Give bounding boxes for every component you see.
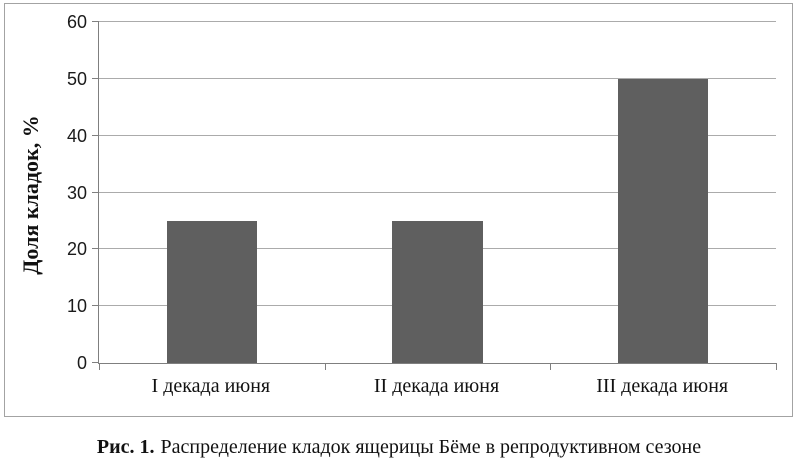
caption-number-label: Рис. 1. — [96, 436, 155, 458]
y-gridline — [99, 21, 776, 22]
caption-text: Распределение кладок ящерицы Бёме в репр… — [160, 436, 702, 458]
y-tick-mark — [92, 248, 99, 250]
figure-caption: Рис. 1. Распределение кладок ящерицы Бёме… — [0, 434, 798, 460]
y-tick-label: 10 — [66, 296, 87, 317]
y-tick-label: 60 — [66, 12, 87, 32]
y-tick-label: 40 — [66, 125, 87, 146]
y-gridline — [99, 77, 776, 79]
bar — [166, 220, 257, 363]
y-tick-mark — [92, 191, 99, 193]
bar — [618, 78, 709, 363]
plot-area: 0 10 20 30 40 50 60 — [67, 13, 777, 372]
y-gridline — [99, 191, 776, 193]
y-tick-label: 30 — [66, 182, 87, 203]
y-tick-mark — [92, 305, 99, 307]
x-axis-labels: I декада июня II декада июня III декада ию… — [98, 373, 775, 399]
y-tick-mark — [92, 21, 99, 22]
y-tick-label: 0 — [76, 353, 87, 373]
y-tick-label: 50 — [66, 68, 87, 89]
x-tick-mark — [776, 363, 777, 370]
x-category-label: III декада июня — [596, 375, 729, 397]
y-gridline — [99, 134, 776, 136]
y-axis-title: Доля кладок, % — [18, 115, 43, 275]
y-tick-label: 20 — [66, 239, 87, 260]
bar-slot — [99, 22, 325, 363]
bar-slot — [550, 22, 776, 363]
y-tick-mark — [92, 77, 99, 79]
bars-layer — [99, 22, 776, 363]
y-tick-mark — [92, 362, 99, 363]
y-tick-mark — [92, 134, 99, 136]
x-category-label: I декада июня — [151, 375, 271, 397]
x-tick-mark — [550, 363, 552, 370]
x-tick-mark — [324, 363, 326, 370]
bar — [392, 220, 483, 363]
x-tick-mark — [99, 363, 100, 370]
x-category-label: II декада июня — [373, 375, 500, 397]
bar-slot — [325, 22, 551, 363]
